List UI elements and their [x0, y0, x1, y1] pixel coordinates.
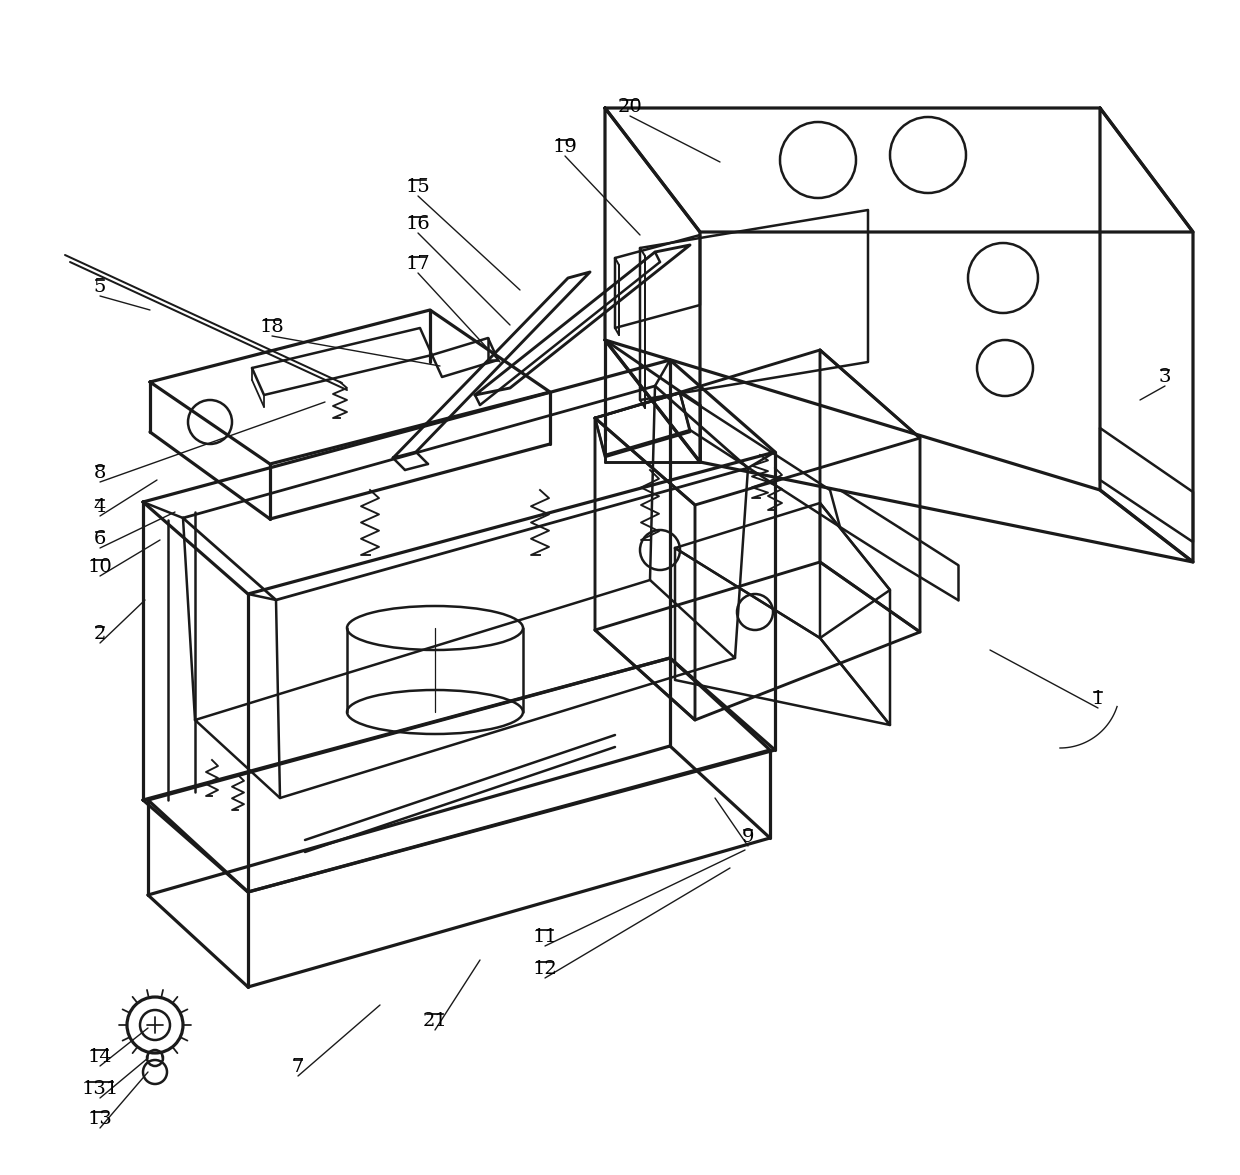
- Text: 21: 21: [423, 1012, 448, 1030]
- Text: 6: 6: [94, 530, 107, 548]
- Text: 10: 10: [88, 558, 113, 576]
- Text: 4: 4: [94, 498, 107, 516]
- Text: 131: 131: [82, 1080, 119, 1097]
- Text: 8: 8: [94, 464, 107, 482]
- Text: 20: 20: [618, 98, 642, 116]
- Text: 9: 9: [742, 828, 754, 846]
- Text: 5: 5: [94, 278, 107, 296]
- Text: 19: 19: [553, 137, 578, 156]
- Text: 3: 3: [1158, 368, 1172, 387]
- Text: 7: 7: [291, 1058, 304, 1076]
- Text: 16: 16: [405, 215, 430, 233]
- Text: 14: 14: [88, 1048, 113, 1066]
- Text: 12: 12: [533, 960, 557, 978]
- Text: 13: 13: [88, 1110, 113, 1128]
- Text: 15: 15: [405, 177, 430, 196]
- Text: 2: 2: [94, 625, 107, 643]
- Text: 18: 18: [259, 318, 284, 336]
- Text: 17: 17: [405, 255, 430, 273]
- Text: 1: 1: [1091, 690, 1104, 709]
- Text: 11: 11: [533, 928, 557, 946]
